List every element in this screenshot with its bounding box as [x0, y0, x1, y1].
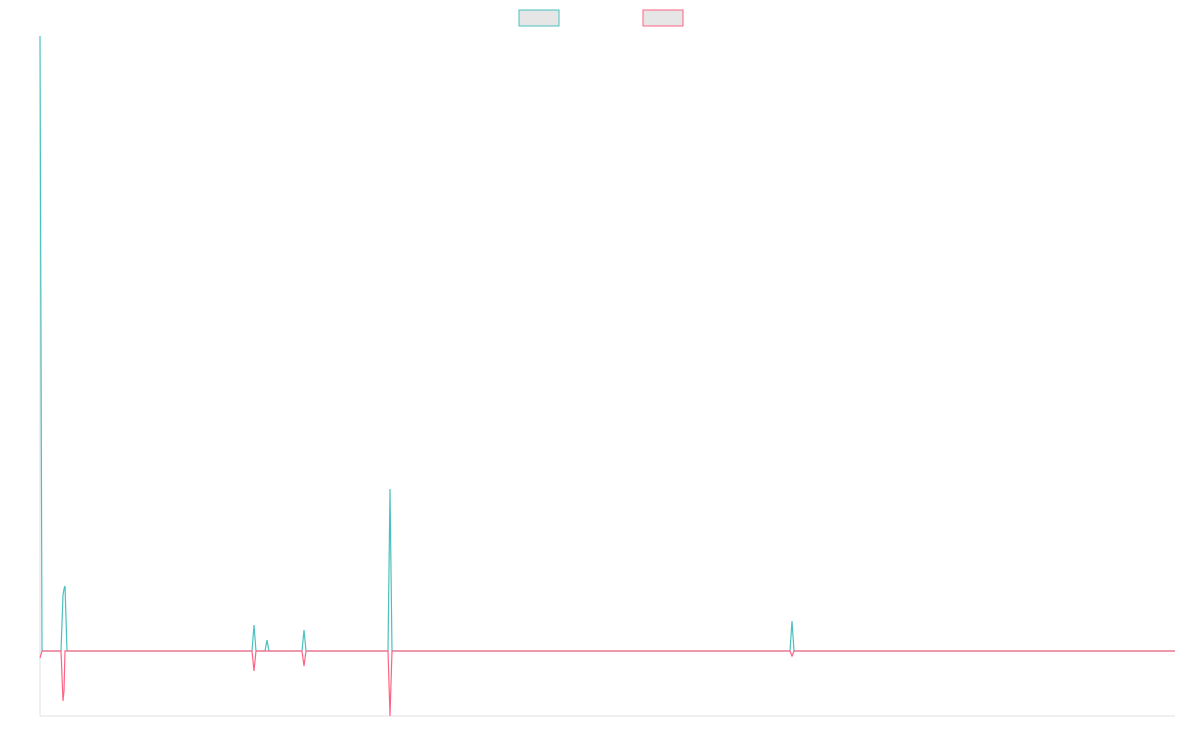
legend-swatch [642, 9, 684, 27]
line [39, 35, 1175, 652]
legend-swatch [518, 9, 560, 27]
line [39, 650, 1175, 717]
